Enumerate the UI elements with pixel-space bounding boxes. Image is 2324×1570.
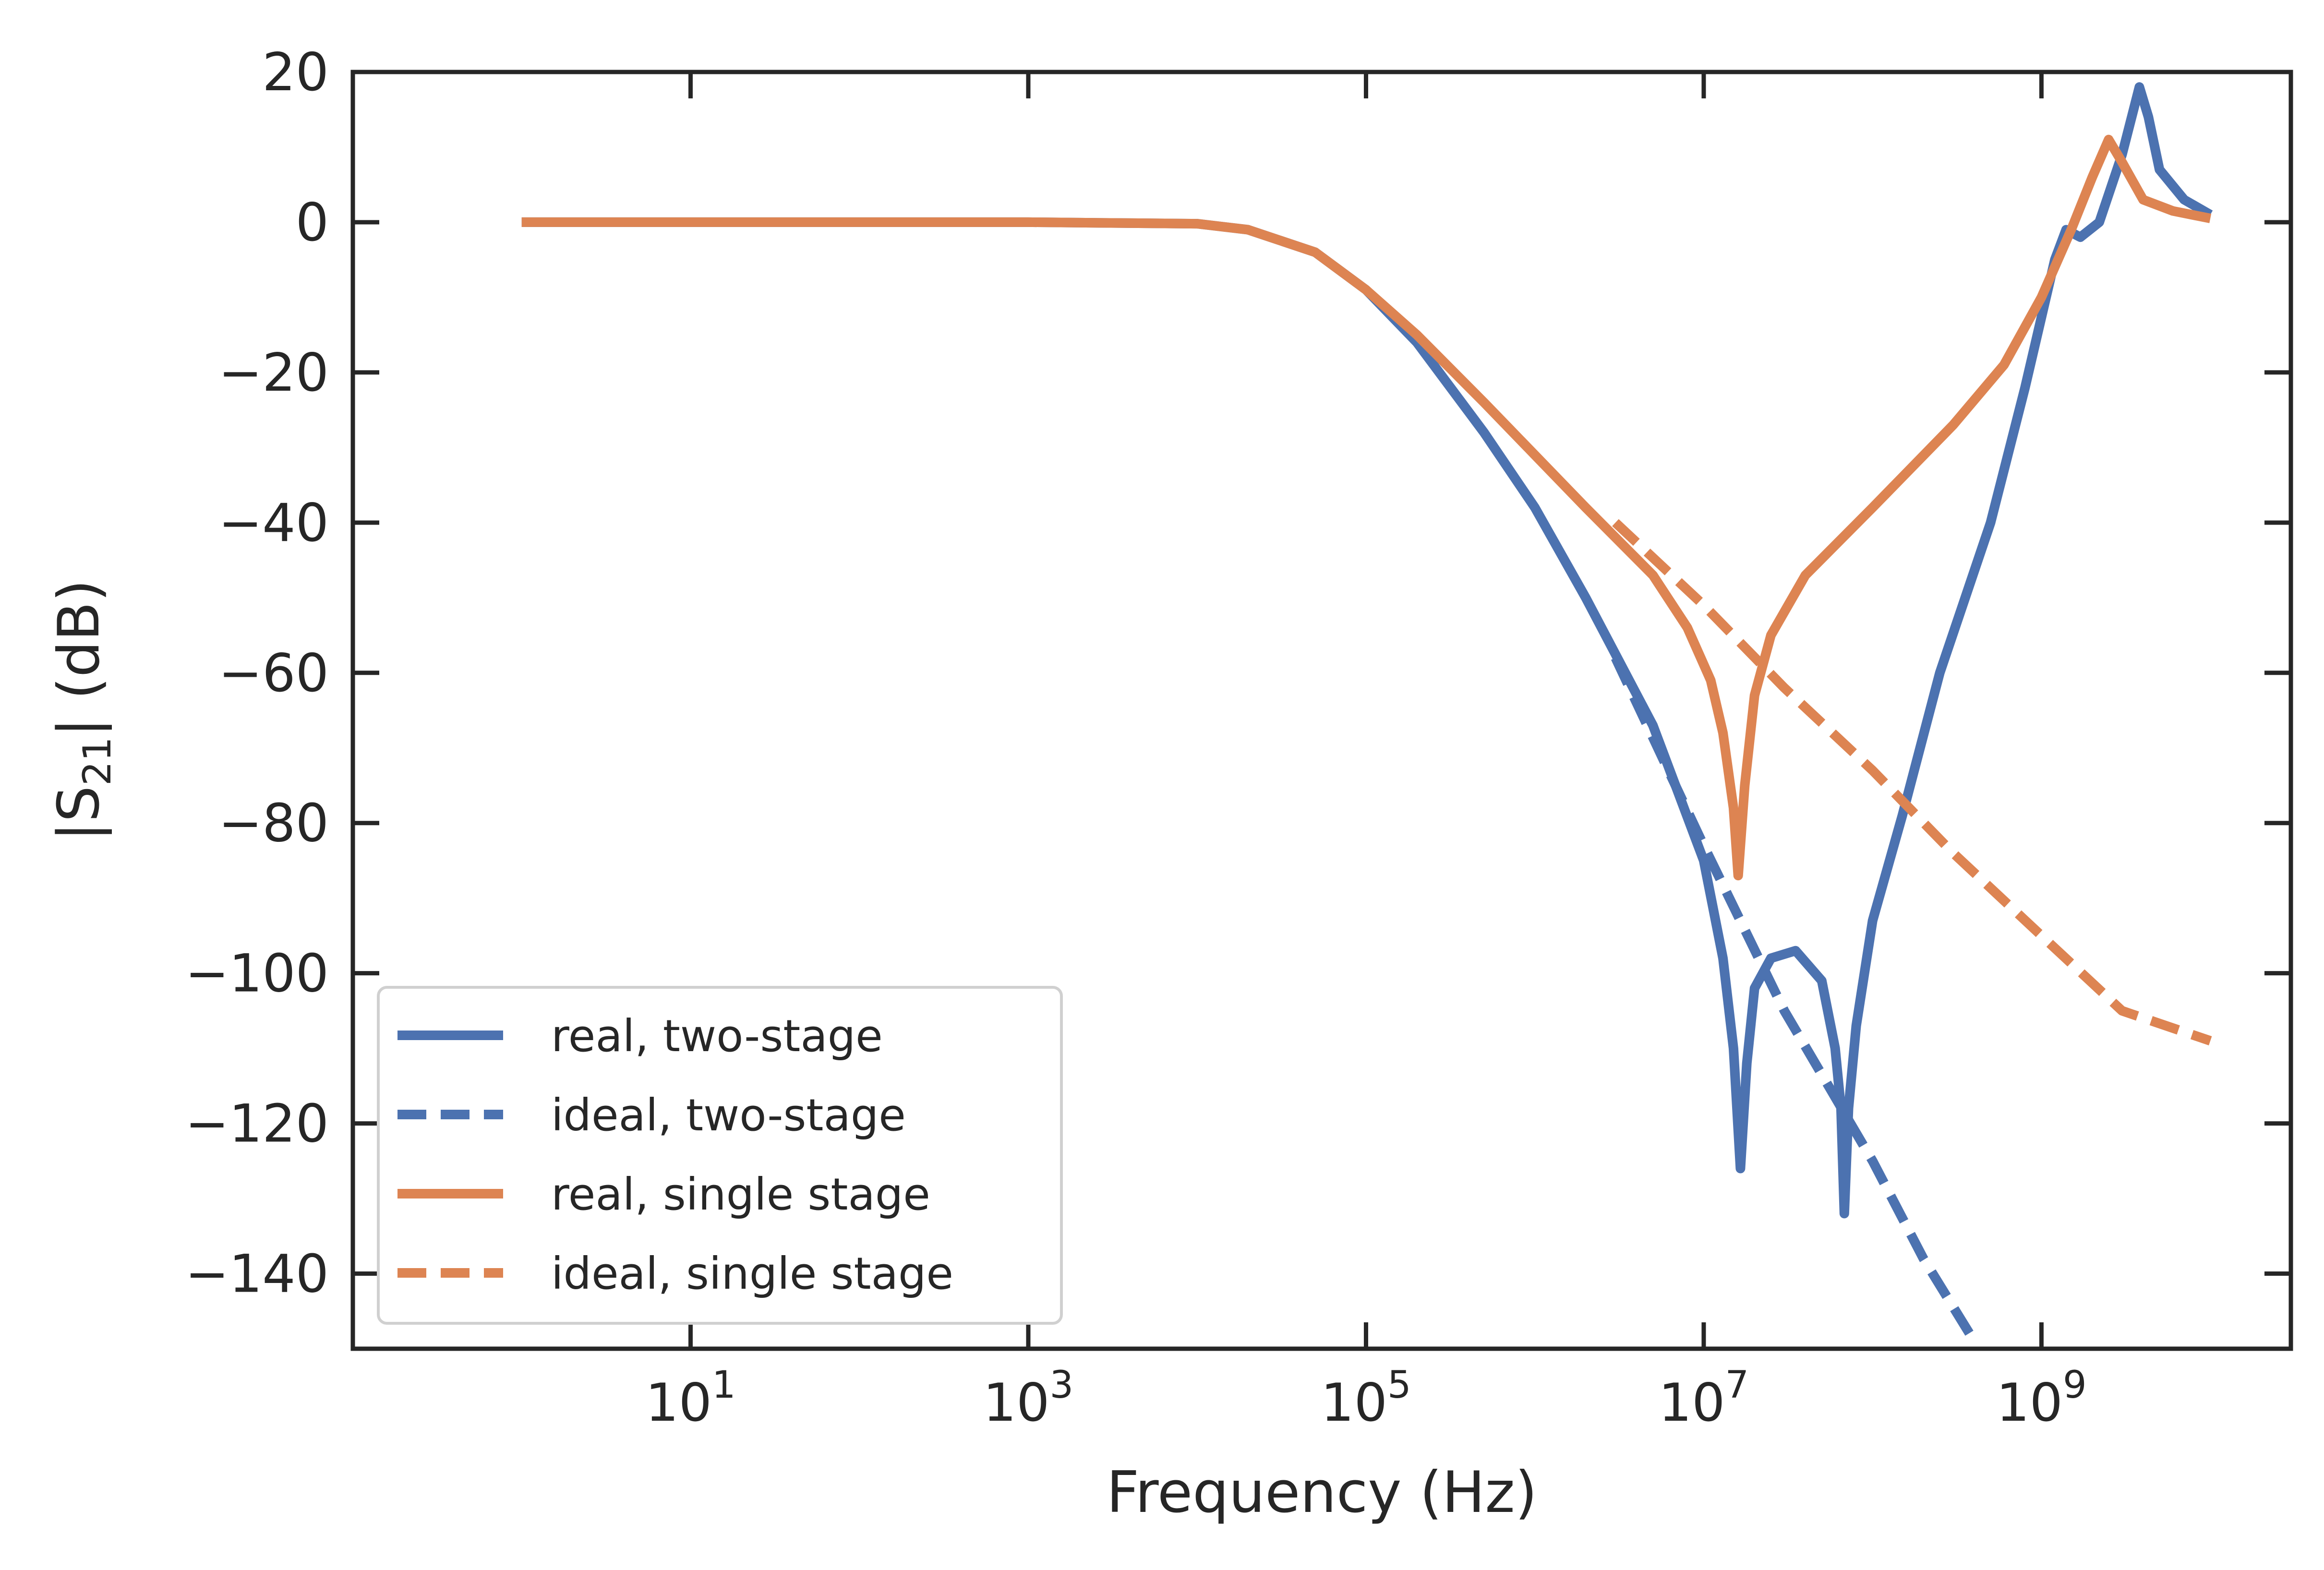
x-axis-title: Frequency (Hz) <box>1107 1460 1537 1526</box>
plot-frame <box>350 70 2293 1351</box>
y-axis-title: |S21| (dB) <box>46 579 120 841</box>
x-tick-label-5: 109 <box>1996 1364 2086 1433</box>
x-tick-label-4: 107 <box>1659 1364 1749 1433</box>
y-tick-label-1: 20 <box>262 42 329 103</box>
y-tick-label-3: −20 <box>218 342 329 403</box>
y-tick-label-7: −100 <box>185 943 329 1004</box>
series-line-1 <box>521 82 2213 1219</box>
y-axis-title-tail: | (dB) <box>46 579 112 737</box>
y-tick-label-9: −140 <box>185 1244 329 1305</box>
y-axis-title-sub: 21 <box>75 737 120 786</box>
x-tick-label-1: 101 <box>645 1364 735 1433</box>
y-tick-label-4: −40 <box>218 492 329 553</box>
y-tick-label-6: −80 <box>218 793 329 854</box>
y-tick-label-5: −60 <box>218 643 329 704</box>
x-tick-label-3: 105 <box>1321 1364 1411 1433</box>
legend: real, two-stage ideal, two-stage real, sin… <box>377 986 1063 1325</box>
y-tick-label-8: −120 <box>185 1093 329 1154</box>
legend-box <box>377 986 1063 1325</box>
y-axis-title-main: |S <box>46 786 112 841</box>
legend-label-3: real, single stage <box>551 1169 930 1220</box>
series-line-3 <box>521 134 2212 881</box>
x-tick-label-2: 103 <box>983 1364 1073 1433</box>
legend-label-1: real, two-stage <box>551 1010 883 1062</box>
series-line-2 <box>1611 656 1979 1344</box>
legend-label-2: ideal, two-stage <box>551 1090 906 1141</box>
legend-label-4: ideal, single stage <box>551 1248 953 1299</box>
y-tick-label-2: 0 <box>296 192 329 253</box>
series-line-4 <box>1612 519 2212 1045</box>
